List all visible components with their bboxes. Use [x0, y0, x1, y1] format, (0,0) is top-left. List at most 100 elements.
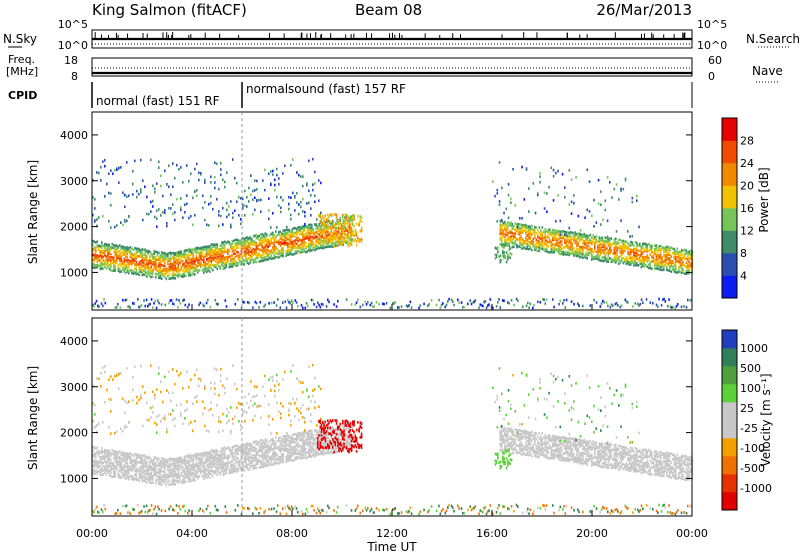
power-cell: [254, 252, 256, 256]
noise-left-tick-top: 10^5: [58, 18, 88, 31]
power-cell: [168, 257, 171, 260]
power-cell: [243, 263, 246, 266]
power-cell: [98, 246, 100, 250]
power-cell: [306, 225, 309, 228]
power-cell: [169, 299, 172, 302]
power-cell: [308, 248, 310, 252]
power-cell: [244, 214, 246, 217]
power-cell: [180, 267, 183, 271]
power-cell: [552, 250, 554, 254]
power-cell: [243, 246, 246, 250]
frequency-strip: Freq. [MHz] 18 8 60 0 Nave: [6, 53, 783, 83]
velocity-cell: [131, 453, 133, 456]
power-cell: [314, 223, 316, 226]
power-cell: [174, 268, 177, 272]
power-cell: [132, 261, 135, 264]
power-cell: [105, 263, 108, 266]
power-cell: [124, 298, 127, 302]
power-cell: [330, 245, 333, 248]
power-cell: [251, 251, 253, 254]
power-cell: [150, 275, 153, 279]
power-cell: [243, 250, 246, 254]
velocity-cell: [306, 456, 309, 459]
velocity-cell: [159, 464, 162, 467]
velocity-cell: [135, 478, 138, 482]
velocity-cell: [180, 480, 183, 484]
power-cell: [272, 233, 274, 237]
velocity-cell: [206, 464, 208, 467]
power-cell: [125, 267, 127, 271]
power-cell: [275, 245, 277, 249]
power-cell: [651, 250, 653, 254]
power-cell: [128, 194, 130, 198]
velocity-cell: [311, 454, 313, 458]
power-cell: [317, 234, 319, 237]
velocity-cell: [107, 456, 109, 459]
velocity-cell: [194, 472, 196, 476]
power-cell: [570, 300, 573, 304]
power-cell: [513, 225, 515, 228]
velocity-cell: [204, 451, 207, 455]
power-cell: [137, 254, 139, 258]
power-cell: [282, 238, 285, 242]
power-cell: [221, 263, 223, 267]
velocity-cell: [150, 475, 153, 479]
velocity-cell: [189, 480, 192, 483]
power-cell: [234, 302, 237, 306]
power-cell: [138, 263, 141, 267]
power-cell: [288, 248, 291, 252]
power-cell: [564, 246, 566, 249]
velocity-cell: [266, 444, 268, 448]
power-cell: [636, 248, 638, 252]
power-cell: [246, 248, 249, 251]
power-cell: [522, 225, 524, 229]
velocity-cell: [155, 463, 157, 467]
power-cell: [198, 250, 201, 254]
power-cell: [245, 254, 247, 257]
velocity-cell: [248, 468, 250, 472]
power-cell: [658, 244, 661, 248]
power-cell: [654, 249, 656, 253]
velocity-cell: [194, 479, 196, 482]
power-cell: [189, 274, 192, 277]
power-cell: [248, 250, 250, 254]
power-cell: [604, 244, 607, 247]
power-cell: [250, 193, 252, 197]
power-cell: [290, 230, 292, 234]
power-cell: [534, 233, 536, 237]
velocity-cell: [287, 454, 289, 458]
power-cell: [507, 193, 510, 197]
velocity-cell: [254, 440, 256, 444]
power-cell: [642, 246, 644, 250]
power-cell: [186, 202, 188, 206]
velocity-cell: [269, 456, 271, 459]
power-cell: [183, 270, 186, 273]
power-cell: [666, 251, 668, 255]
power-cell: [161, 273, 163, 277]
velocity-cell: [285, 460, 288, 464]
velocity-cell: [171, 470, 174, 473]
power-cell: [319, 215, 322, 219]
power-cell: [654, 258, 656, 262]
velocity-cell: [261, 449, 264, 453]
power-cell: [359, 230, 362, 233]
velocity-cell: [155, 471, 157, 475]
power-cell: [248, 253, 250, 257]
power-cell: [547, 245, 550, 248]
power-cell: [123, 246, 126, 249]
velocity-cell: [95, 461, 97, 465]
power-cell: [275, 255, 277, 259]
power-cell: [564, 306, 567, 309]
power-cell: [260, 210, 262, 214]
velocity-cell: [102, 457, 105, 461]
power-cell: [246, 244, 249, 248]
power-cell: [152, 306, 154, 309]
power-cell: [315, 231, 318, 234]
power-cell: [108, 263, 111, 267]
velocity-cell: [174, 459, 177, 463]
velocity-cell: [245, 462, 247, 466]
velocity-cell: [290, 439, 292, 442]
power-cell: [573, 254, 575, 257]
power-cell: [676, 271, 679, 274]
velocity-cell: [117, 473, 120, 476]
